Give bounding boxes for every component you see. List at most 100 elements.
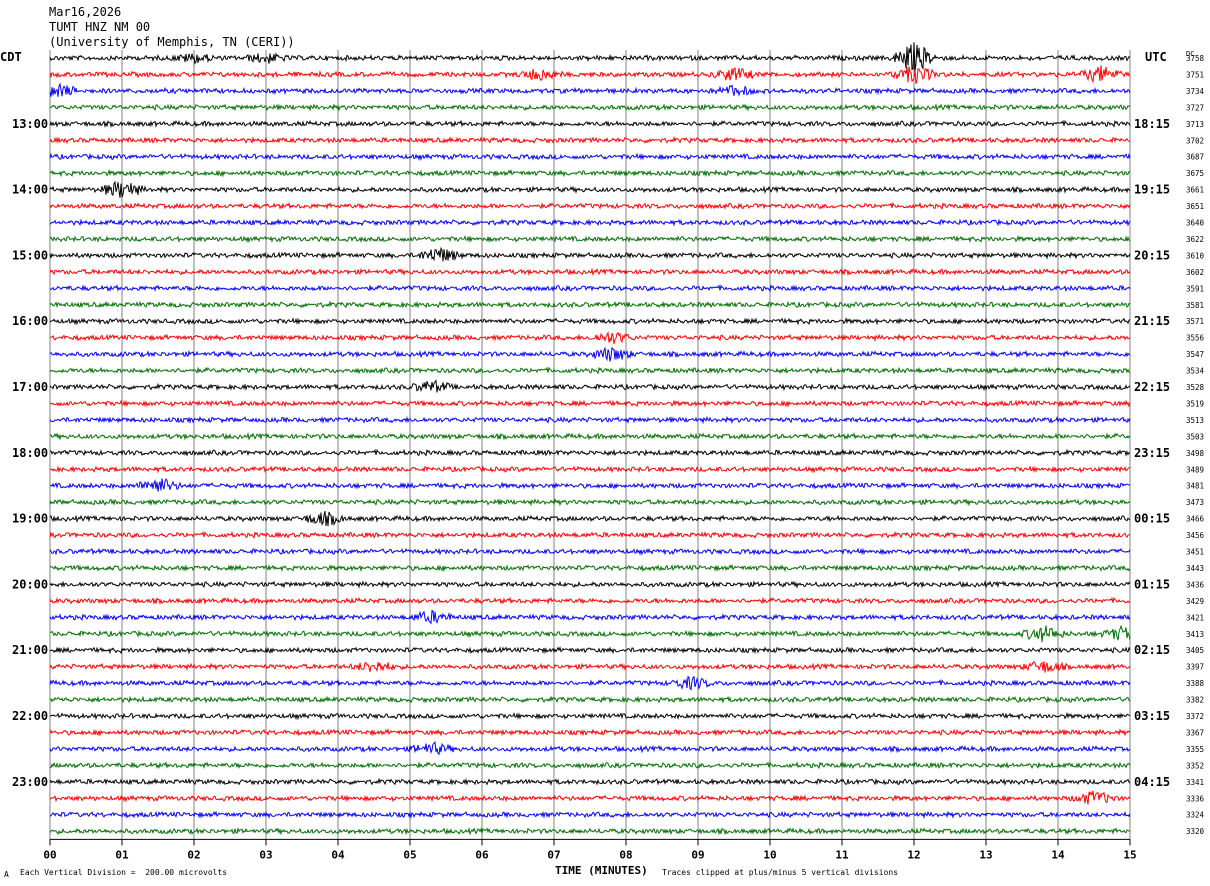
x-tick-label: 03 (259, 848, 272, 861)
dc-offset-label: 3372 (1186, 712, 1204, 721)
dc-offset-label: 3556 (1186, 334, 1205, 343)
dc-offset-label: 3687 (1186, 153, 1204, 162)
clip-note: Traces clipped at plus/minus 5 vertical … (662, 868, 899, 877)
dc-offset-label: 3528 (1186, 383, 1205, 392)
x-tick-label: 01 (115, 848, 129, 861)
seismic-trace (49, 201, 1131, 211)
seismic-trace (49, 135, 1131, 145)
dc-label: DC (1186, 50, 1195, 58)
x-tick-label: 15 (1123, 848, 1136, 861)
seismic-trace (49, 741, 1131, 756)
seismic-trace (49, 379, 1131, 393)
x-tick-label: 04 (331, 848, 345, 861)
dc-offset-label: 3519 (1186, 399, 1204, 408)
dc-offset-label: 3622 (1186, 235, 1204, 244)
seismic-trace (49, 317, 1131, 326)
dc-offset-label: 3451 (1186, 548, 1204, 557)
dc-offset-label: 3547 (1186, 350, 1204, 359)
left-hour-label: 21:00 (12, 643, 48, 657)
seismic-trace (49, 810, 1131, 820)
right-hour-label: 19:15 (1134, 183, 1170, 197)
right-hour-label: 04:15 (1134, 775, 1170, 789)
seismic-trace (49, 366, 1131, 375)
seismic-trace (49, 826, 1131, 836)
station-code: TUMT HNZ NM 00 (49, 20, 151, 34)
seismic-trace (49, 695, 1131, 704)
x-tick-label: 02 (187, 848, 200, 861)
left-hour-label: 19:00 (12, 512, 48, 526)
seismic-trace (49, 432, 1131, 441)
seismic-traces (49, 42, 1131, 836)
left-hour-labels: 13:00 14:00 15:00 16:00 17:00 18:00 19:00 20:00… (12, 117, 48, 789)
seismic-trace (49, 465, 1131, 474)
dc-offset-label: 3751 (1186, 70, 1204, 79)
dc-offset-label: 3382 (1186, 696, 1204, 705)
left-timezone-label: CDT (0, 50, 22, 64)
dc-offset-label: 3734 (1186, 87, 1205, 96)
dc-offset-label: 3610 (1186, 251, 1205, 260)
left-hour-label: 17:00 (12, 380, 48, 394)
seismic-trace (49, 300, 1131, 309)
seismic-trace (49, 218, 1131, 227)
seismic-trace (49, 675, 1131, 691)
dc-offset-label: 3320 (1186, 827, 1205, 836)
x-tick-label: 08 (619, 848, 632, 861)
seismic-trace (49, 596, 1131, 606)
seismic-trace (49, 711, 1131, 721)
seismic-trace (49, 284, 1131, 293)
right-hour-label: 03:15 (1134, 709, 1170, 723)
x-tick-label: 05 (403, 848, 416, 861)
seismic-trace (50, 346, 1131, 362)
seismic-trace (49, 547, 1131, 556)
seismic-trace (49, 510, 1131, 527)
seismic-trace (49, 246, 1131, 262)
dc-offset-label: 3413 (1186, 630, 1204, 639)
seismic-trace (49, 777, 1131, 787)
dc-offset-label: 3388 (1186, 679, 1205, 688)
x-tick-label: 00 (43, 848, 56, 861)
seismic-trace (49, 82, 1131, 98)
seismic-trace (49, 152, 1131, 161)
dc-offset-label: 3341 (1186, 778, 1204, 787)
x-tick-label: 07 (547, 848, 560, 861)
dc-offset-label: 3581 (1186, 301, 1204, 310)
dc-offset-label: 3591 (1186, 284, 1204, 293)
dc-offset-label: 3661 (1186, 186, 1204, 195)
seismic-trace (49, 761, 1131, 770)
dc-offset-label: 3324 (1186, 811, 1205, 820)
seismic-trace (49, 103, 1131, 112)
dc-offset-label: 3429 (1186, 597, 1204, 606)
seismic-trace (49, 267, 1131, 277)
left-hour-label: 15:00 (12, 248, 48, 262)
x-tick-label: 11 (835, 848, 849, 861)
dc-offset-label: 3456 (1186, 531, 1205, 540)
right-hour-label: 00:15 (1134, 512, 1170, 526)
right-hour-label: 18:15 (1134, 117, 1170, 131)
x-tick-label: 10 (763, 848, 776, 861)
seismic-trace (49, 65, 1131, 84)
seismic-trace (49, 234, 1131, 244)
left-hour-label: 20:00 (12, 577, 48, 591)
right-hour-label: 23:15 (1134, 446, 1170, 460)
right-hour-label: 01:15 (1134, 577, 1170, 591)
right-hour-label: 20:15 (1134, 248, 1170, 262)
left-hour-label: 16:00 (12, 314, 48, 328)
plot-date: Mar16,2026 (49, 5, 122, 19)
dc-offset-label: 3758 (1186, 54, 1205, 63)
left-hour-label: 18:00 (12, 446, 48, 460)
seismic-trace (49, 180, 1131, 198)
right-hour-label: 21:15 (1134, 314, 1170, 328)
seismic-trace (49, 728, 1131, 737)
dc-offset-label: 3466 (1186, 515, 1205, 524)
seismic-trace (50, 448, 1131, 457)
dc-offset-label: 3513 (1186, 416, 1204, 425)
seismic-trace (49, 580, 1131, 589)
seismic-trace (49, 624, 1131, 643)
dc-offset-label: 3675 (1186, 169, 1204, 178)
dc-offset-label: 3503 (1186, 432, 1204, 441)
dc-offset-label: 3336 (1186, 794, 1205, 803)
dc-offset-label: 3421 (1186, 613, 1204, 622)
seismic-trace (49, 415, 1131, 425)
dc-offset-label: 3443 (1186, 564, 1204, 573)
